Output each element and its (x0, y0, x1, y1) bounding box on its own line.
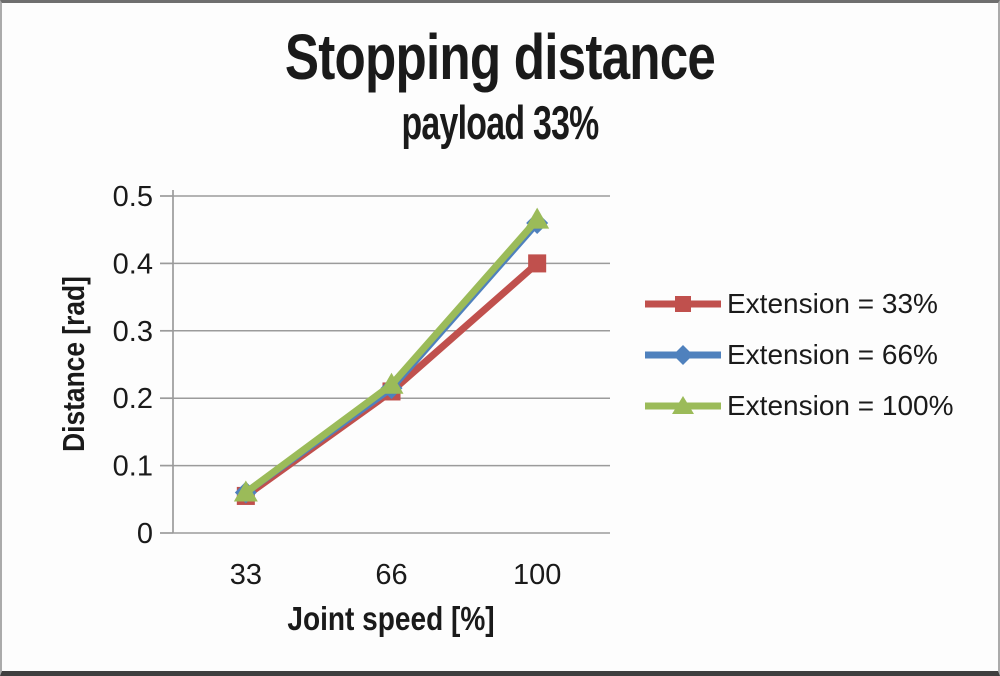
legend-item: Extension = 33% (643, 280, 954, 328)
legend-marker-square-icon (645, 296, 721, 312)
y-tick-label: 0.1 (113, 451, 153, 483)
title-block: Stopping distance payload 33% (2, 25, 998, 146)
chart-subtitle: payload 33% (401, 96, 599, 149)
y-axis-title: Distance [rad] (56, 276, 91, 452)
x-axis-title: Joint speed [%] (287, 600, 495, 637)
legend-label: Extension = 66% (727, 339, 938, 370)
series-extension-100- (233, 207, 550, 502)
y-tick-label: 0.4 (113, 248, 153, 280)
legend-label: Extension = 100% (727, 390, 954, 421)
y-tick-label: 0.5 (113, 181, 153, 213)
legend-marker-triangle-icon (645, 396, 721, 414)
x-tick-label: 100 (513, 559, 561, 591)
legend: Extension = 33% Extension = 66% Extensio… (643, 280, 954, 430)
chart-title: Stopping distance (284, 21, 716, 93)
gridlines: 0 0.1 0.2 0.3 0.4 0.5 (113, 181, 610, 550)
plot-area: 0 0.1 0.2 0.3 0.4 0.5 33 66 100 (113, 181, 610, 591)
y-tick-label: 0 (137, 518, 153, 550)
legend-item: Extension = 66% (643, 331, 954, 379)
x-tick-label: 33 (230, 559, 262, 591)
legend-item: Extension = 100% (643, 382, 954, 430)
x-tick-label: 66 (375, 559, 407, 591)
legend-label: Extension = 33% (727, 288, 938, 319)
legend-marker-diamond-icon (645, 345, 721, 365)
y-tick-label: 0.3 (113, 316, 153, 348)
y-tick-label: 0.2 (113, 383, 153, 415)
